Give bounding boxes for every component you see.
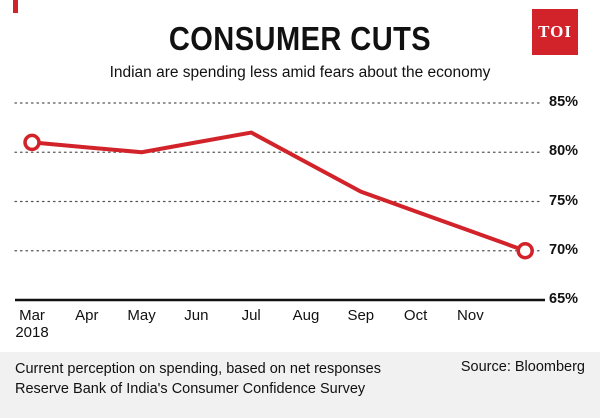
x-tick-label-mar: Mar [19,307,45,324]
data-point-marker [516,242,534,260]
footnote-line2: Reserve Bank of India's Consumer Confide… [15,381,366,397]
top-left-accent-mark [13,0,18,13]
y-tick-label-70: 70% [549,241,579,258]
x-tick-label-sep: Sep [347,307,375,324]
footnotes: Current perception on spending, based on… [15,359,381,399]
y-tick-label-65: 65% [549,291,579,307]
x-tick-label-nov: Nov [457,307,484,324]
source-label: Source: Bloomberg [460,359,585,375]
page-title: CONSUMER CUTS [168,20,432,57]
y-tick-label-75: 75% [549,192,579,209]
x-axis-year-label: 2018 [15,324,49,341]
x-tick-label-apr: Apr [75,307,99,324]
footnote-line1: Current perception on spending, based on… [15,361,381,377]
y-tick-label-80: 80% [549,143,579,160]
x-tick-label-jun: Jun [184,307,209,324]
data-line [30,130,528,253]
x-tick-label-jul: Jul [241,307,261,324]
toi-logo-text: TOI [538,22,572,41]
x-tick-label-oct: Oct [403,307,428,324]
toi-logo: TOI [532,9,578,55]
x-tick-label-may: May [127,307,156,324]
data-point-marker [23,133,41,152]
footer: Current perception on spending, based on… [0,352,600,418]
line-chart: 85% 80% 75% 70% 65% Mar Apr May Jun Jul Aug Sep Oct N… [0,94,600,350]
x-tick-label-aug: Aug [292,307,320,324]
page-subtitle: Indian are spending less amid fears abou… [109,64,491,81]
y-tick-label-85: 85% [549,94,579,110]
chart-canvas [14,102,545,302]
